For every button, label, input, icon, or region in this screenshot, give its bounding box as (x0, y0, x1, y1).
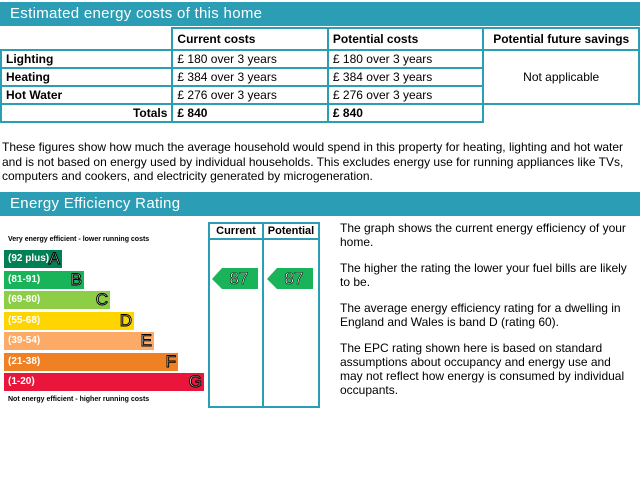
band-letter: F (165, 351, 176, 371)
col-potential-costs: Potential costs (326, 27, 485, 51)
energy-costs-title: Estimated energy costs of this home (10, 5, 263, 22)
hot-water-potential: £ 276 over 3 years (326, 85, 485, 105)
band-range: (55-68) (8, 314, 41, 326)
very-efficient-label: Very energy efficient - lower running co… (8, 236, 150, 243)
potential-column-header: Potential (264, 224, 318, 240)
energy-costs-table: Current costs Potential costs Potential … (0, 27, 640, 123)
row-label-lighting: Lighting (0, 49, 174, 69)
efficiency-header: Energy Efficiency Rating (0, 192, 640, 216)
band-b: (81-91) B (4, 269, 84, 289)
band-f: (21-38) F (4, 351, 178, 371)
band-letter: B (70, 269, 82, 289)
not-efficient-label: Not energy efficient - higher running co… (8, 396, 150, 403)
explanation-paragraph: The graph shows the current energy effic… (340, 221, 626, 249)
totals-label: Totals (0, 103, 174, 123)
heating-current: £ 384 over 3 years (171, 67, 329, 87)
lighting-potential: £ 180 over 3 years (326, 49, 485, 69)
current-column-header: Current (210, 224, 262, 240)
col-current-costs: Current costs (171, 27, 329, 51)
explanation-paragraph: The average energy efficiency rating for… (340, 301, 621, 329)
table-corner (1, 28, 174, 51)
heating-potential: £ 384 over 3 years (326, 67, 485, 87)
band-range: (1-20) (8, 376, 35, 387)
band-range: (39-54) (8, 335, 41, 346)
band-letter: C (95, 290, 108, 309)
band-e: (39-54) E (4, 331, 154, 350)
total-potential: £ 840 (326, 103, 485, 123)
explanation-paragraph: The higher the rating the lower your fue… (340, 261, 627, 289)
potential-column: Potential (262, 222, 320, 408)
totals-empty-cell (482, 103, 639, 122)
band-range: (21-38) (8, 355, 41, 367)
savings-cell: Not applicable (482, 49, 640, 105)
costs-explanation: These figures show how much the average … (2, 140, 624, 183)
table-row: Lighting £ 180 over 3 years £ 180 over 3… (0, 49, 640, 105)
band-letter: G (188, 372, 202, 391)
efficiency-title: Energy Efficiency Rating (10, 195, 181, 212)
row-label-heating: Heating (0, 67, 174, 87)
current-rating-arrow (212, 268, 258, 289)
band-c: (69-80) C (4, 290, 110, 309)
lighting-current: £ 180 over 3 years (171, 49, 329, 69)
band-letter: A (48, 249, 60, 268)
table-header-row: Current costs Potential costs Potential … (1, 27, 640, 51)
band-d: (55-68) D (4, 310, 134, 330)
current-rating-value: 87 (229, 269, 249, 288)
potential-rating-arrow (267, 268, 313, 289)
band-letter: D (119, 310, 132, 330)
total-current: £ 840 (171, 103, 329, 123)
potential-rating-value: 87 (284, 269, 304, 288)
explanation-paragraph: The EPC rating shown here is based on st… (340, 341, 625, 397)
row-label-hot-water: Hot Water (0, 85, 174, 105)
band-a: (92 plus) A (4, 249, 62, 268)
band-letter: E (140, 331, 152, 350)
band-range: (81-91) (8, 273, 41, 285)
efficiency-explanation: The graph shows the current energy effic… (340, 221, 636, 409)
epc-rating-chart: Very energy efficient - lower running co… (0, 218, 322, 412)
current-column: Current (208, 222, 264, 408)
table-row: Heating £ 384 over 3 years £ 384 over 3 … (0, 67, 639, 87)
band-range: (92 plus) (8, 253, 50, 264)
totals-row: Totals £ 840 £ 840 (0, 103, 639, 123)
col-future-savings: Potential future savings (482, 27, 640, 51)
energy-costs-header: Estimated energy costs of this home (0, 2, 640, 26)
table-row: Hot Water £ 276 over 3 years £ 276 over … (0, 85, 639, 105)
band-range: (69-80) (8, 294, 41, 305)
band-g: (1-20) G (4, 372, 204, 391)
hot-water-current: £ 276 over 3 years (171, 85, 329, 105)
